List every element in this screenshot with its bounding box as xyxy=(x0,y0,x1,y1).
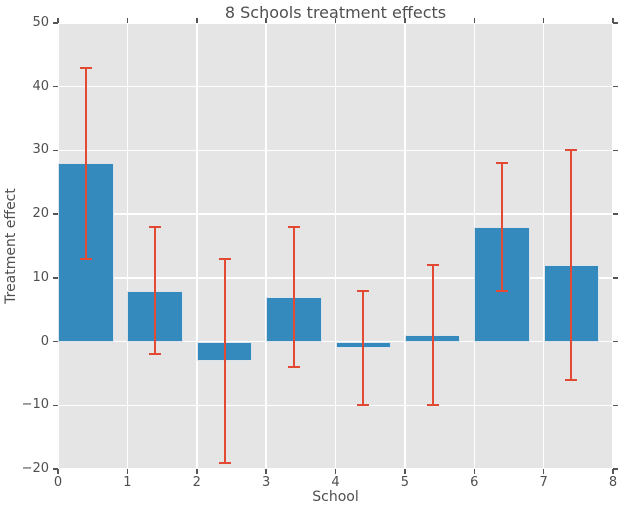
x-tick-bottom xyxy=(57,469,59,474)
y-tick-label: 20 xyxy=(32,206,49,222)
error-bar-cap-top-school-7 xyxy=(565,149,578,152)
error-bar-cap-top-school-0 xyxy=(79,66,92,69)
x-tick-label: 1 xyxy=(123,475,132,490)
gridline-vertical xyxy=(542,23,545,469)
y-tick-left xyxy=(53,468,58,470)
y-tick-label: −20 xyxy=(21,461,49,476)
x-tick-label: 4 xyxy=(331,475,340,490)
error-bar-cap-bottom-school-5 xyxy=(426,404,439,407)
x-tick-top xyxy=(404,18,406,23)
y-tick-right xyxy=(613,404,618,407)
y-tick-left xyxy=(53,149,58,152)
x-tick-label: 7 xyxy=(539,475,548,490)
x-tick-bottom xyxy=(404,469,406,474)
x-tick-top xyxy=(265,18,267,23)
x-tick-label: 2 xyxy=(192,475,201,490)
x-tick-top xyxy=(542,18,545,23)
y-tick-left xyxy=(53,213,58,215)
error-bar-school-2 xyxy=(223,258,226,463)
gridline-vertical xyxy=(265,23,267,469)
error-bar-cap-bottom-school-0 xyxy=(79,257,92,260)
plot-area xyxy=(58,23,613,469)
x-tick-top xyxy=(334,18,337,23)
y-tick-left xyxy=(53,277,58,279)
gridline-vertical xyxy=(404,23,406,469)
error-bar-cap-bottom-school-6 xyxy=(496,289,508,292)
error-bar-cap-top-school-1 xyxy=(149,225,162,228)
y-tick-right xyxy=(613,149,618,152)
x-tick-label: 6 xyxy=(470,475,479,490)
x-tick-top xyxy=(612,18,614,23)
error-bar-school-4 xyxy=(362,290,365,406)
x-tick-bottom xyxy=(334,469,337,474)
x-tick-label: 0 xyxy=(53,475,63,490)
error-bar-school-0 xyxy=(84,67,87,259)
y-tick-left xyxy=(53,340,58,343)
x-tick-bottom xyxy=(196,469,198,474)
x-tick-bottom xyxy=(473,469,475,474)
error-bar-cap-bottom-school-3 xyxy=(287,366,300,369)
y-tick-label: 40 xyxy=(32,78,49,94)
error-bar-school-1 xyxy=(154,226,157,355)
gridline-vertical xyxy=(334,23,337,469)
error-bar-cap-bottom-school-4 xyxy=(357,404,370,407)
error-bar-cap-top-school-3 xyxy=(287,225,300,228)
x-tick-label: 8 xyxy=(608,475,618,490)
y-tick-left xyxy=(53,22,58,24)
y-tick-right xyxy=(613,468,618,470)
x-tick-top xyxy=(473,18,475,23)
y-tick-left xyxy=(53,404,58,407)
gridline-vertical xyxy=(196,23,198,469)
y-tick-label: 10 xyxy=(32,269,49,285)
error-bar-school-3 xyxy=(292,226,295,368)
error-bar-cap-top-school-6 xyxy=(496,162,508,165)
gridline-vertical xyxy=(612,23,613,469)
x-tick-top xyxy=(196,18,198,23)
x-tick-bottom xyxy=(265,469,267,474)
y-tick-right xyxy=(613,85,618,88)
chart-title: 8 Schools treatment effects xyxy=(224,3,447,22)
x-tick-label: 3 xyxy=(261,475,271,490)
x-axis-label: School xyxy=(312,489,359,505)
y-tick-right xyxy=(613,213,618,215)
x-tick-label: 5 xyxy=(400,475,410,490)
error-bar-school-5 xyxy=(431,265,434,406)
y-tick-label: 30 xyxy=(32,142,49,158)
x-tick-bottom xyxy=(542,469,545,474)
error-bar-cap-bottom-school-7 xyxy=(565,378,578,381)
error-bar-cap-top-school-5 xyxy=(426,264,439,267)
error-bar-school-7 xyxy=(570,150,573,380)
error-bar-cap-top-school-2 xyxy=(218,257,231,260)
y-tick-label: −10 xyxy=(21,397,49,413)
x-tick-bottom xyxy=(612,469,614,474)
x-tick-top xyxy=(57,18,59,23)
y-tick-label: 50 xyxy=(32,15,49,30)
error-bar-cap-top-school-4 xyxy=(357,289,370,292)
y-tick-label: 0 xyxy=(40,333,49,349)
y-tick-right xyxy=(613,22,618,24)
error-bar-cap-bottom-school-2 xyxy=(218,461,231,464)
error-bar-cap-bottom-school-1 xyxy=(149,353,162,356)
y-tick-right xyxy=(613,277,618,279)
error-bar-school-6 xyxy=(501,163,503,291)
x-tick-top xyxy=(126,18,129,23)
y-tick-right xyxy=(613,340,618,343)
x-tick-bottom xyxy=(126,469,129,474)
gridline-vertical xyxy=(126,23,129,469)
y-tick-left xyxy=(53,85,58,88)
